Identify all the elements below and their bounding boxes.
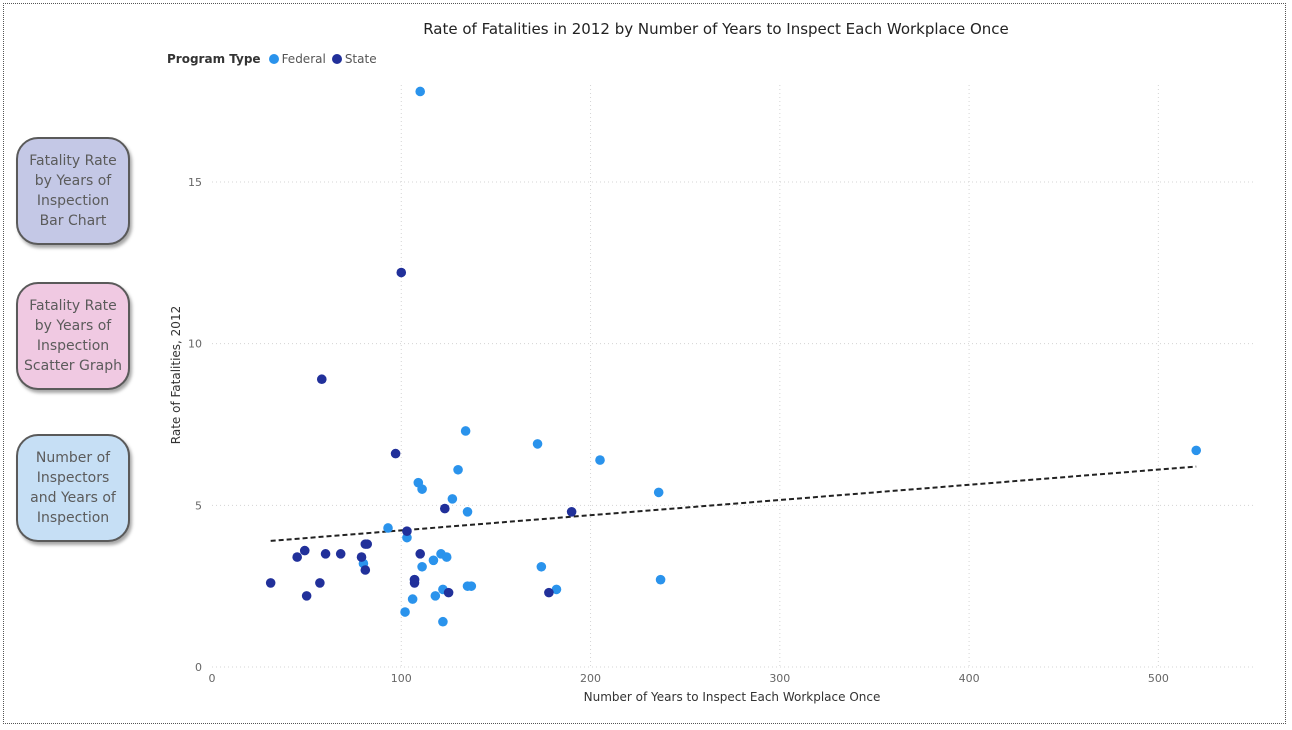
x-tick-label: 200 xyxy=(580,672,601,685)
legend-item-federal[interactable]: Federal xyxy=(268,52,326,66)
y-tick-label: 0 xyxy=(195,661,202,674)
data-point-state[interactable] xyxy=(566,507,577,517)
data-point-federal[interactable] xyxy=(447,494,458,504)
y-axis-ticks: 0 5 10 15 xyxy=(188,176,202,674)
chart-legend: Program Type Federal State xyxy=(167,52,383,66)
inspectors-years-button-label: Number of Inspectors and Years of Inspec… xyxy=(30,450,116,526)
x-tick-label: 0 xyxy=(209,672,216,685)
fatality-bar-chart-button[interactable]: Fatality Rate by Years of Inspection Bar… xyxy=(16,137,130,245)
data-point-state[interactable] xyxy=(443,587,454,598)
y-tick-label: 10 xyxy=(188,338,202,351)
x-axis-title: Number of Years to Inspect Each Workplac… xyxy=(584,690,881,704)
x-axis-ticks: 0 100 200 300 400 500 xyxy=(209,672,1169,685)
gridlines xyxy=(212,85,1253,668)
x-tick-label: 100 xyxy=(391,672,412,685)
data-point-federal[interactable] xyxy=(462,507,473,517)
data-point-state[interactable] xyxy=(301,591,312,601)
data-point-federal[interactable] xyxy=(417,561,427,572)
data-point-state[interactable] xyxy=(360,539,371,549)
data-point-state[interactable] xyxy=(292,552,302,562)
data-point-federal[interactable] xyxy=(595,455,605,465)
x-tick-label: 300 xyxy=(769,672,790,685)
data-point-state[interactable] xyxy=(316,374,327,385)
report-frame xyxy=(3,3,1286,724)
data-point-federal[interactable] xyxy=(407,594,418,604)
data-point-state[interactable] xyxy=(402,526,412,536)
data-point-state[interactable] xyxy=(335,549,346,559)
fatality-bar-chart-button-label: Fatality Rate by Years of Inspection Bar… xyxy=(29,153,117,229)
data-point-federal[interactable] xyxy=(383,523,393,533)
data-point-state[interactable] xyxy=(396,267,407,278)
x-tick-label: 400 xyxy=(959,672,980,685)
x-tick-label: 500 xyxy=(1148,672,1169,685)
fatality-scatter-graph-button-label: Fatality Rate by Years of Inspection Sca… xyxy=(24,298,122,374)
data-point-state[interactable] xyxy=(315,578,325,588)
data-point-state[interactable] xyxy=(390,448,401,459)
data-point-federal[interactable] xyxy=(430,591,441,601)
legend-title: Program Type xyxy=(167,52,261,66)
inspectors-years-button[interactable]: Number of Inspectors and Years of Inspec… xyxy=(16,434,130,542)
data-point-state[interactable] xyxy=(299,545,310,556)
data-point-state[interactable] xyxy=(320,549,331,559)
data-point-federal[interactable] xyxy=(441,552,452,562)
data-point-federal[interactable] xyxy=(1191,445,1202,456)
data-points xyxy=(265,86,1202,627)
data-point-federal[interactable] xyxy=(460,426,471,436)
chart-title: Rate of Fatalities in 2012 by Number of … xyxy=(423,20,1009,38)
fatality-scatter-graph-button[interactable]: Fatality Rate by Years of Inspection Sca… xyxy=(16,282,130,390)
data-point-state[interactable] xyxy=(360,565,371,575)
y-tick-label: 15 xyxy=(188,176,202,189)
legend-item-state[interactable]: State xyxy=(331,52,377,66)
data-point-federal[interactable] xyxy=(551,584,562,595)
data-point-federal[interactable] xyxy=(400,607,410,617)
y-tick-label: 5 xyxy=(195,499,202,512)
trend-line xyxy=(270,465,1197,542)
data-point-federal[interactable] xyxy=(415,86,426,97)
data-point-federal[interactable] xyxy=(453,464,463,475)
data-point-federal[interactable] xyxy=(466,581,477,591)
data-point-federal[interactable] xyxy=(532,439,543,449)
data-point-state[interactable] xyxy=(265,578,276,588)
legend-marker-state xyxy=(331,54,342,64)
y-axis-title: Rate of Fatalities, 2012 xyxy=(169,306,183,444)
data-point-federal[interactable] xyxy=(428,555,439,566)
legend-marker-federal xyxy=(268,54,279,64)
data-point-state[interactable] xyxy=(356,552,367,562)
data-point-state[interactable] xyxy=(544,587,554,598)
legend-label-state: State xyxy=(344,52,377,66)
data-point-federal[interactable] xyxy=(536,561,547,572)
data-point-federal[interactable] xyxy=(653,487,664,498)
data-point-state[interactable] xyxy=(409,574,420,585)
legend-label-federal: Federal xyxy=(281,52,326,66)
data-point-federal[interactable] xyxy=(655,574,666,585)
data-point-federal[interactable] xyxy=(438,616,448,627)
data-point-state[interactable] xyxy=(440,503,450,514)
data-point-federal[interactable] xyxy=(417,484,427,494)
data-point-state[interactable] xyxy=(415,549,426,559)
